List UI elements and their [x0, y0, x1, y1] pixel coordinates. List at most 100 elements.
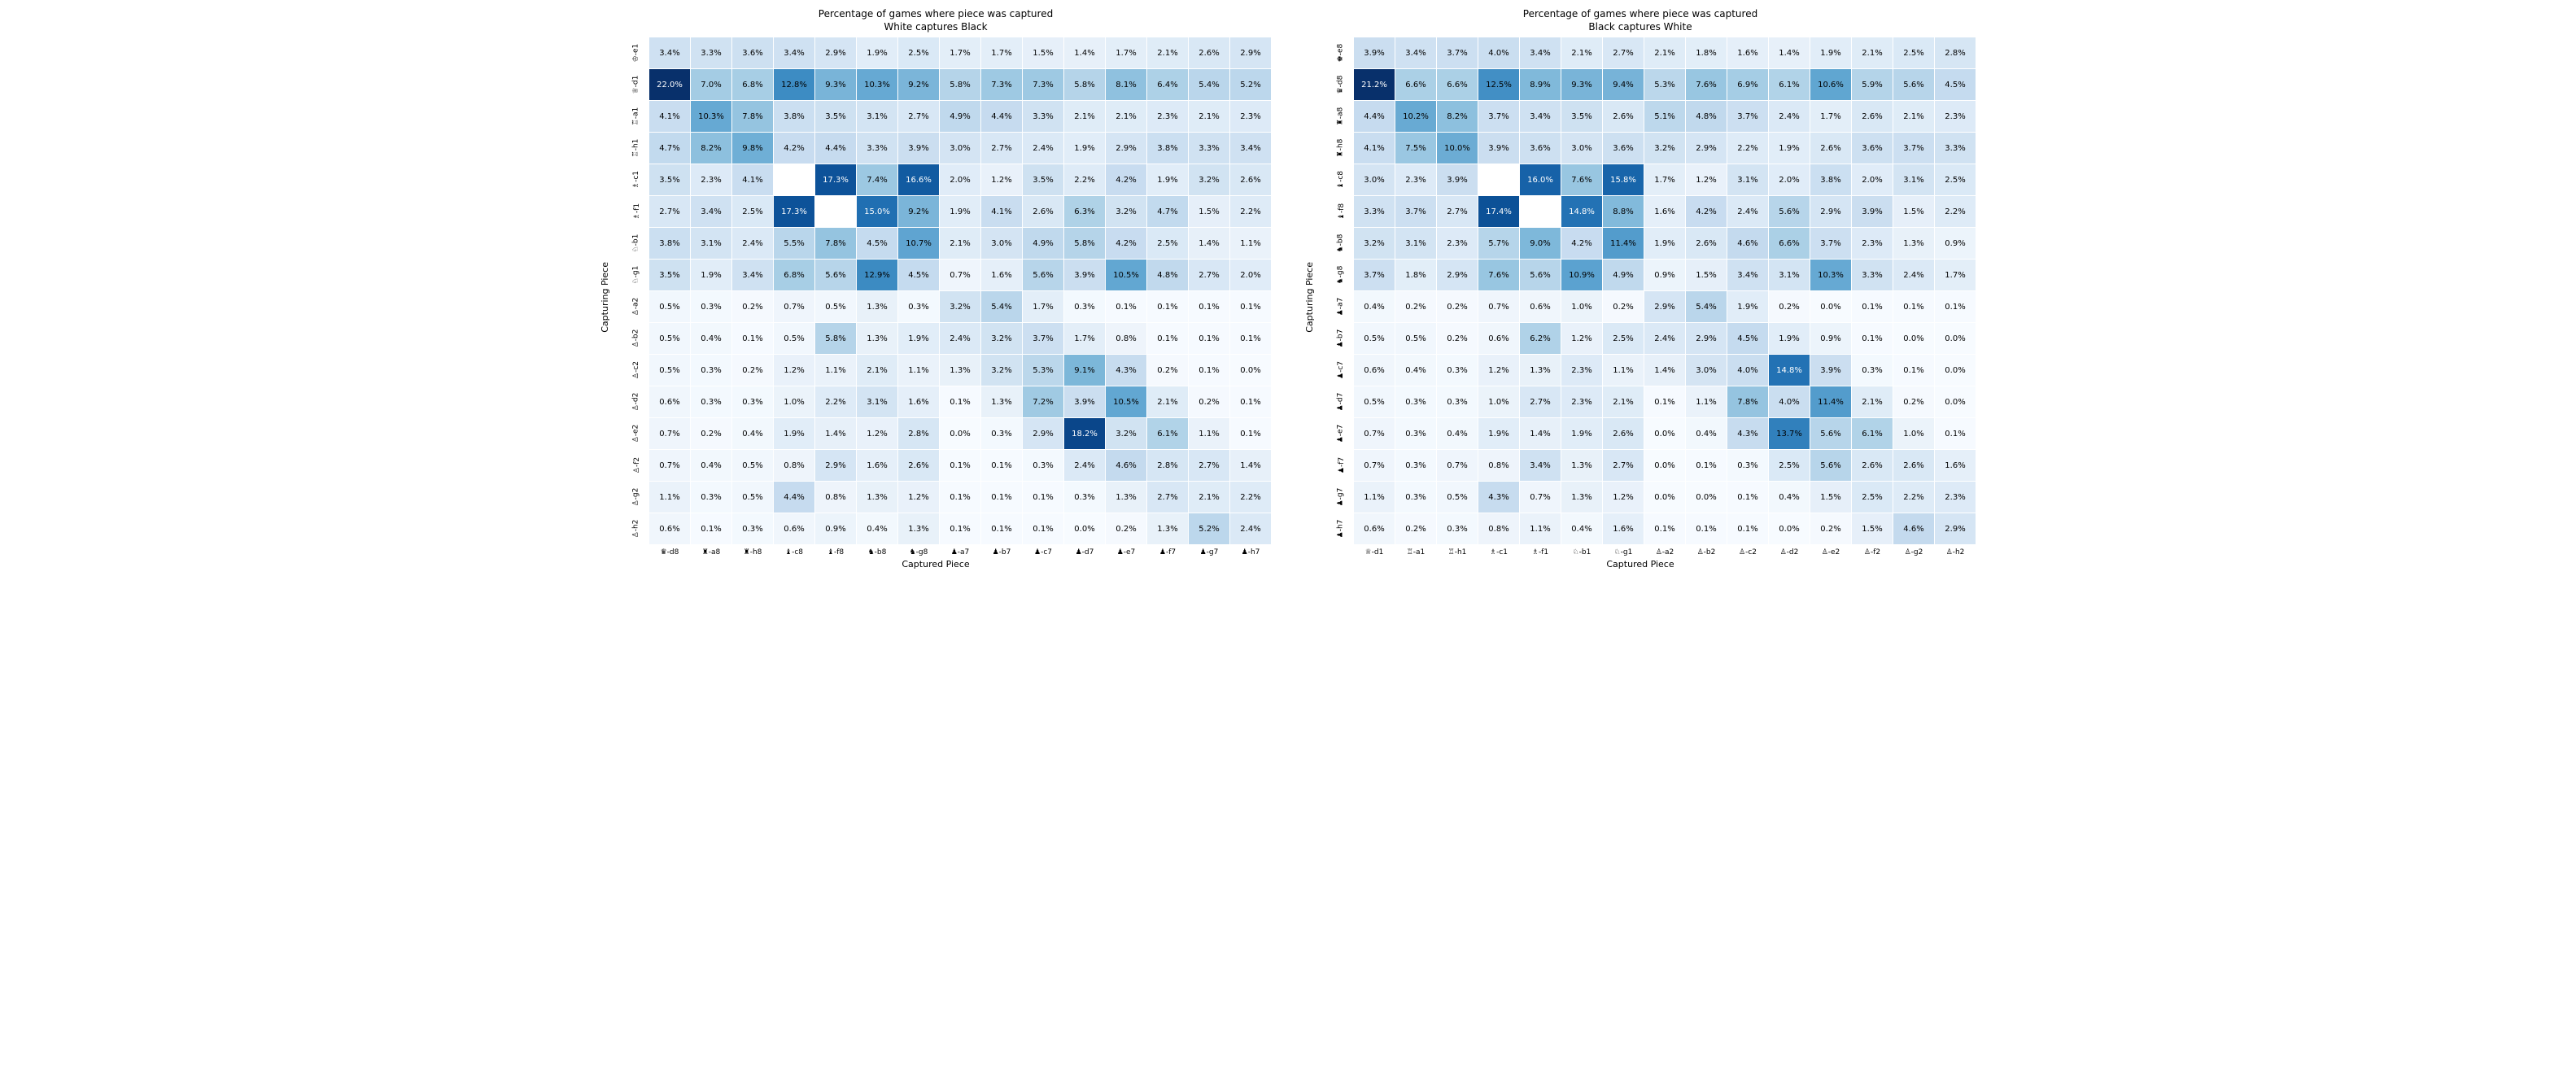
heatmap-cell: 1.7% [940, 37, 981, 69]
heatmap-cell: 2.6% [1603, 101, 1644, 133]
table-row: ♙-c20.5%0.3%0.2%1.2%1.1%2.1%1.1%1.3%3.2%… [612, 355, 1272, 386]
heatmap-cell: 1.5% [1852, 513, 1893, 545]
heatmap-cell: 0.7% [649, 418, 691, 450]
heatmap-cell: 5.6% [1023, 260, 1064, 291]
heatmap-cell: 5.8% [1064, 69, 1106, 101]
table-row: ♝-f83.3%3.7%2.7%17.4%14.8%8.8%1.6%4.2%2.… [1316, 196, 1976, 228]
heatmap-cell: 1.9% [898, 323, 940, 355]
heatmap-cell: 3.5% [649, 260, 691, 291]
heatmap-cell: 12.9% [857, 260, 898, 291]
heatmap-cell: 0.0% [1644, 418, 1686, 450]
heatmap-cell: 1.9% [940, 196, 981, 228]
heatmap-cell: 0.3% [1023, 450, 1064, 482]
heatmap-cell: 3.7% [1893, 133, 1935, 164]
heatmap-cell: 1.6% [1935, 450, 1976, 482]
heatmap-cell: 3.4% [1520, 450, 1561, 482]
heatmap-cell: 0.4% [1395, 355, 1437, 386]
table-row: ♗-c13.5%2.3%4.1%17.3%7.4%16.6%2.0%1.2%3.… [612, 164, 1272, 196]
x-tick-label: ♗-c1 [1478, 545, 1520, 558]
heatmap-cell: 0.3% [691, 482, 732, 513]
x-tick-row: ♕-d1♖-a1♖-h1♗-c1♗-f1♘-b1♘-g1♙-a2♙-b2♙-c2… [1316, 545, 1976, 558]
heatmap-cell: 1.4% [1230, 450, 1272, 482]
heatmap-cell: 0.2% [732, 355, 774, 386]
heatmap-cell: 2.5% [1852, 482, 1893, 513]
heatmap-cell: 0.5% [732, 450, 774, 482]
heatmap-cell: 2.6% [1230, 164, 1272, 196]
y-tick-label: ♝-c8 [1316, 164, 1354, 196]
heatmap-cell: 2.4% [940, 323, 981, 355]
heatmap-cell: 0.1% [940, 450, 981, 482]
heatmap-cell: 4.6% [1893, 513, 1935, 545]
y-tick-label: ♟-e7 [1316, 418, 1354, 450]
heatmap-cell: 8.1% [1106, 69, 1147, 101]
heatmap-cell: 0.6% [649, 386, 691, 418]
heatmap-cell: 3.2% [981, 323, 1023, 355]
heatmap-cell: 5.6% [815, 260, 857, 291]
heatmap-cell: 0.1% [981, 482, 1023, 513]
heatmap-cell: 5.5% [774, 228, 815, 260]
heatmap-cell: 4.0% [1769, 386, 1810, 418]
table-row: ♕-d122.0%7.0%6.8%12.8%9.3%10.3%9.2%5.8%7… [612, 69, 1272, 101]
heatmap-cell: 2.9% [1644, 291, 1686, 323]
heatmap-cell: 0.0% [1230, 355, 1272, 386]
heatmap-cell: 0.3% [1395, 386, 1437, 418]
heatmap-cell: 2.4% [732, 228, 774, 260]
heatmap-cell: 1.2% [1686, 164, 1727, 196]
heatmap-cell: 0.6% [1354, 513, 1395, 545]
heatmap-cell: 0.2% [1147, 355, 1189, 386]
heatmap-cell: 1.5% [1810, 482, 1852, 513]
heatmap-cell: 0.7% [774, 291, 815, 323]
heatmap-cell: 2.6% [1189, 37, 1230, 69]
heatmap-cell: 2.3% [1147, 101, 1189, 133]
heatmap-cell: 1.0% [1893, 418, 1935, 450]
heatmap-cell: 0.9% [815, 513, 857, 545]
heatmap-cell: 1.4% [815, 418, 857, 450]
heatmap-cell: 1.9% [1644, 228, 1686, 260]
table-row: ♚-e83.9%3.4%3.7%4.0%3.4%2.1%2.7%2.1%1.8%… [1316, 37, 1976, 69]
heatmap-cell: 2.6% [1603, 418, 1644, 450]
heatmap-cell: 11.4% [1810, 386, 1852, 418]
heatmap-cell: 9.3% [815, 69, 857, 101]
heatmap-cell: 14.8% [1769, 355, 1810, 386]
heatmap-cell: 3.9% [1810, 355, 1852, 386]
heatmap-cell: 21.2% [1354, 69, 1395, 101]
heatmap-cell: 2.5% [1769, 450, 1810, 482]
heatmap-cell: 3.4% [732, 260, 774, 291]
heatmap-cell: 4.5% [898, 260, 940, 291]
heatmap-cell: 7.8% [815, 228, 857, 260]
heatmap-cell: 2.7% [1437, 196, 1478, 228]
heatmap-cell: 10.5% [1106, 386, 1147, 418]
heatmap-cell: 1.1% [815, 355, 857, 386]
heatmap-cell: 2.7% [1603, 37, 1644, 69]
heatmap-cell: 0.0% [1810, 291, 1852, 323]
table-row: ♟-g71.1%0.3%0.5%4.3%0.7%1.3%1.2%0.0%0.0%… [1316, 482, 1976, 513]
heatmap-cell: 2.7% [1603, 450, 1644, 482]
heatmap-cell: 0.1% [1023, 482, 1064, 513]
heatmap-cell: 7.8% [1727, 386, 1769, 418]
heatmap-cell: 5.8% [815, 323, 857, 355]
heatmap-cell: 0.6% [1478, 323, 1520, 355]
heatmap-cell: 3.8% [1147, 133, 1189, 164]
heatmap-cell: 5.6% [1769, 196, 1810, 228]
x-tick-label: ♟-g7 [1189, 545, 1230, 558]
heatmap-cell: 1.1% [1686, 386, 1727, 418]
heatmap-cell: 1.9% [1147, 164, 1189, 196]
heatmap-cell: 3.1% [1893, 164, 1935, 196]
heatmap-cell: 0.1% [1686, 513, 1727, 545]
heatmap-cell: 4.6% [1106, 450, 1147, 482]
x-tick-label: ♟-f7 [1147, 545, 1189, 558]
heatmap-cell: 1.3% [857, 291, 898, 323]
heatmap-cell: 4.3% [1727, 418, 1769, 450]
heatmap-cell: 2.9% [1686, 323, 1727, 355]
heatmap-cell: 12.5% [1478, 69, 1520, 101]
heatmap-cell: 2.8% [898, 418, 940, 450]
heatmap-cell: 9.8% [732, 133, 774, 164]
heatmap-cell: 0.3% [1395, 482, 1437, 513]
table-row: ♖-h14.7%8.2%9.8%4.2%4.4%3.3%3.9%3.0%2.7%… [612, 133, 1272, 164]
heatmap-cell: 3.1% [691, 228, 732, 260]
heatmap-cell: 0.0% [1769, 513, 1810, 545]
heatmap-cell: 3.3% [1852, 260, 1893, 291]
y-tick-label: ♟-c7 [1316, 355, 1354, 386]
heatmap-cell: 2.4% [1064, 450, 1106, 482]
heatmap-cell: 8.9% [1520, 69, 1561, 101]
